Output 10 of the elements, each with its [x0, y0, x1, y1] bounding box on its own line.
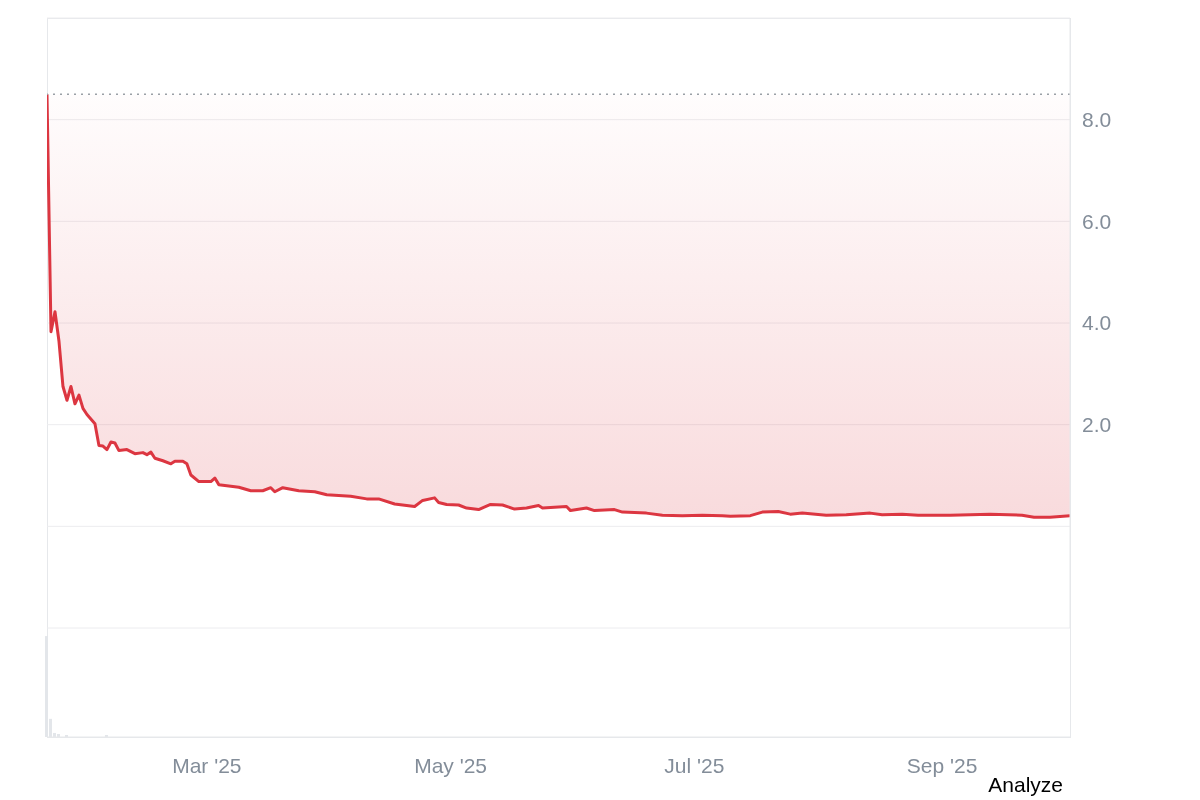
x-tick-label: Sep '25 — [906, 753, 978, 777]
x-tick-label: Jul '25 — [664, 753, 725, 777]
text: Analyze — [988, 773, 1063, 796]
line-series — [47, 92, 1070, 519]
y-tick-label: 2.0 — [1082, 413, 1112, 437]
y-tick-label: 6.0 — [1082, 209, 1112, 233]
y-tick-label: 8.0 — [1082, 108, 1112, 132]
y-tick-label: 4.0 — [1082, 311, 1112, 335]
x-tick-label: May '25 — [414, 753, 488, 777]
x-tick-label: Mar '25 — [172, 753, 242, 777]
